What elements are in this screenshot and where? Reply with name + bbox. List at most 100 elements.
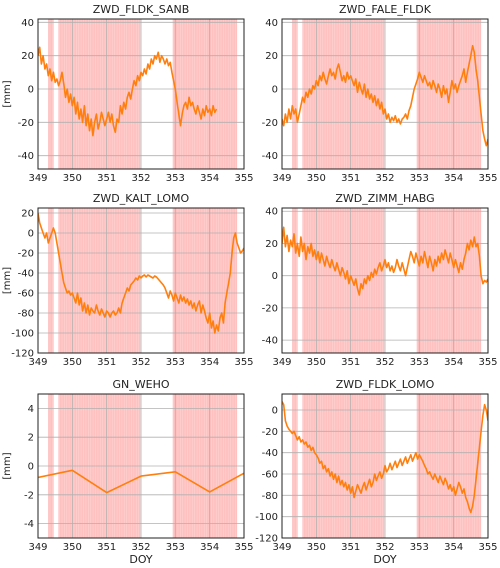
- x-tick-label: 352: [131, 173, 150, 184]
- chart-title: GN_WEHO: [112, 378, 169, 391]
- x-tick-label: 353: [166, 357, 185, 368]
- chart-title: ZWD_KALT_LOMO: [93, 192, 190, 205]
- x-tick-label: 349: [272, 357, 291, 368]
- y-tick-label: 0: [272, 85, 278, 96]
- shaded-region-3: [416, 208, 482, 353]
- x-tick-label: 351: [97, 173, 116, 184]
- y-tick-label: 0: [272, 406, 278, 417]
- axes-frame: [281, 18, 489, 170]
- series-line: [282, 401, 488, 514]
- y-tick-label: -4: [24, 519, 34, 530]
- chart-title: ZWD_ZIMM_HABG: [335, 192, 434, 205]
- x-tick-label: 355: [478, 173, 497, 184]
- x-tick-label: 354: [444, 173, 463, 184]
- chart-panel-4: 349 350 351 352 353 354 355 -40 -20 0 20 40 ZWD_ZIMM…: [262, 192, 498, 368]
- x-tick-label: 350: [63, 542, 82, 553]
- y-tick-label: 0: [28, 85, 34, 96]
- y-tick-label: 20: [265, 51, 278, 62]
- axes-frame: [281, 393, 489, 539]
- x-tick-label: 349: [28, 542, 47, 553]
- chart-panel-3: 349 350 351 352 353 354 355 -120 -100 -80 -60 -40 -2…: [2, 192, 254, 368]
- chart-title: ZWD_FLDK_LOMO: [336, 378, 435, 391]
- y-tick-label: -60: [262, 470, 278, 481]
- y-tick-label: -60: [18, 289, 34, 300]
- shaded-region-2: [302, 208, 385, 353]
- y-tick-label: -40: [262, 336, 278, 347]
- x-tick-label: 351: [97, 542, 116, 553]
- y-tick-label: -40: [18, 269, 34, 280]
- x-tick-label: 354: [200, 173, 219, 184]
- x-tick-label: 351: [341, 542, 360, 553]
- x-tick-label: 349: [272, 173, 291, 184]
- x-tick-label: 351: [341, 357, 360, 368]
- series-line: [38, 469, 244, 494]
- x-tick-label: 352: [375, 542, 394, 553]
- y-tick-label: -20: [262, 427, 278, 438]
- y-tick-label: 40: [265, 207, 278, 218]
- axes-frame: [37, 207, 245, 354]
- shaded-region-3: [416, 19, 482, 169]
- y-tick-label: -20: [18, 249, 34, 260]
- x-tick-label: 354: [200, 542, 219, 553]
- x-axis-label: DOY: [129, 553, 153, 566]
- shaded-region-2: [58, 208, 141, 353]
- y-tick-label: 20: [265, 239, 278, 250]
- x-tick-label: 349: [28, 357, 47, 368]
- shaded-region-3: [416, 394, 482, 538]
- shaded-region-1: [292, 394, 298, 538]
- x-tick-label: 350: [307, 357, 326, 368]
- shaded-region-1: [292, 208, 298, 353]
- x-tick-label: 350: [307, 173, 326, 184]
- axes-frame: [37, 18, 245, 170]
- series-line: [282, 44, 488, 147]
- chart-title: ZWD_FLDK_SANB: [93, 3, 190, 16]
- x-tick-label: 352: [375, 357, 394, 368]
- x-tick-label: 352: [375, 173, 394, 184]
- x-tick-label: 353: [410, 173, 429, 184]
- y-tick-label: -20: [262, 118, 278, 129]
- x-tick-label: 355: [234, 173, 253, 184]
- chart-title: ZWD_FALE_FLDK: [339, 3, 432, 16]
- x-tick-label: 353: [166, 173, 185, 184]
- shaded-region-1: [48, 19, 54, 169]
- chart-panel-5: 349 350 351 352 353 354 355 -4 -2 0 2 4 GN_WEHO [mm] D…: [2, 378, 254, 566]
- x-tick-label: 355: [478, 357, 497, 368]
- shaded-region-1: [292, 19, 298, 169]
- x-tick-label: 350: [63, 173, 82, 184]
- y-tick-label: -100: [11, 329, 34, 340]
- x-tick-label: 355: [478, 542, 497, 553]
- chart-panel-6: 349 350 351 352 353 354 355 -120 -100 -80 -60 -40 -2…: [255, 378, 497, 566]
- y-tick-label: 2: [28, 433, 34, 444]
- series-line: [282, 226, 488, 296]
- y-tick-label: -20: [18, 118, 34, 129]
- y-tick-label: 0: [272, 271, 278, 282]
- x-tick-label: 353: [166, 542, 185, 553]
- y-tick-label: -2: [24, 490, 34, 501]
- chart-panel-1: 349 350 351 352 353 354 355 -40 -20 0 20 40 ZWD_FLDK…: [2, 3, 254, 184]
- y-tick-label: 0: [28, 462, 34, 473]
- y-tick-label: 40: [265, 18, 278, 29]
- y-tick-label: -40: [262, 151, 278, 162]
- x-tick-label: 351: [97, 357, 116, 368]
- axes-frame: [37, 393, 245, 539]
- x-tick-label: 355: [234, 357, 253, 368]
- y-axis-label: [mm]: [2, 267, 13, 294]
- x-tick-label: 353: [410, 542, 429, 553]
- shaded-region-1: [48, 208, 54, 353]
- y-tick-label: -80: [262, 491, 278, 502]
- y-tick-label: 0: [28, 229, 34, 240]
- x-tick-label: 354: [444, 542, 463, 553]
- y-tick-label: -40: [18, 151, 34, 162]
- y-tick-label: -100: [255, 512, 278, 523]
- x-tick-label: 349: [28, 173, 47, 184]
- y-tick-label: 20: [21, 209, 34, 220]
- x-tick-label: 354: [200, 357, 219, 368]
- x-tick-label: 351: [341, 173, 360, 184]
- y-axis-label: [mm]: [2, 452, 13, 479]
- x-tick-label: 353: [410, 357, 429, 368]
- axes-frame: [281, 207, 489, 354]
- series-line: [38, 46, 218, 137]
- y-tick-label: -120: [11, 349, 34, 360]
- shaded-region-3: [172, 19, 238, 169]
